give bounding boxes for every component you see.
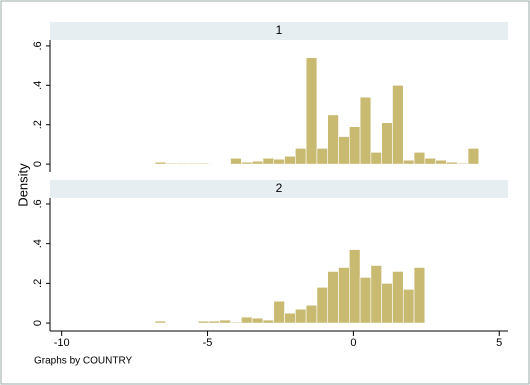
bar [349,126,361,165]
bar [467,148,480,165]
y-tick-label: .2 [32,279,44,288]
panel-header [50,180,508,198]
bar [230,157,242,165]
bar [273,158,285,165]
y-tick-label: .6 [32,199,44,208]
bar [316,148,329,165]
bar [327,114,339,165]
bar [241,161,253,165]
bar [338,267,350,324]
bar [413,151,426,165]
bar [208,320,221,324]
bar [424,157,436,165]
panel-title: 1 [276,23,283,37]
bar [359,96,372,165]
bar [413,267,426,324]
bar [251,160,264,165]
bar [284,155,296,165]
bar [262,319,275,324]
y-tick-label: .6 [32,41,44,50]
bar [305,57,318,165]
bar [316,287,329,324]
bar [262,157,275,165]
x-tick-label: -5 [203,337,213,349]
bar [251,317,264,324]
panel-title: 2 [276,181,283,195]
bar [381,122,393,165]
x-tick-label: 5 [496,337,502,349]
y-tick-label: .4 [32,81,44,90]
bar [176,162,188,165]
x-tick-label: -10 [54,337,70,349]
bar [197,320,210,324]
bar [381,283,393,324]
bar [208,163,221,165]
bar [456,162,469,165]
bar [187,162,199,165]
bar [295,148,307,165]
y-tick-label: .2 [32,120,44,129]
bar [435,159,447,165]
bar [241,316,253,324]
bar [219,319,231,324]
y-tick-label: 0 [32,320,44,326]
bar [197,162,210,165]
x-tick-label: 0 [350,337,356,349]
bar [165,162,177,165]
bar [154,320,167,324]
bar [305,304,318,324]
bar [402,159,415,165]
bar [446,161,458,165]
bar [273,300,285,324]
bar [338,136,350,165]
y-tick-label: 0 [32,161,44,167]
bar [327,271,339,324]
bar [230,321,242,324]
bar [359,277,372,324]
bar [392,271,404,324]
panel-header [50,22,508,40]
bar [154,161,167,165]
bar [392,85,404,165]
bar [370,265,382,324]
bar [349,249,361,324]
note: Graphs by COUNTRY [34,356,133,367]
y-axis-label: Density [15,163,30,207]
bar [370,151,382,165]
bar [295,308,307,324]
bar [402,289,415,324]
y-tick-label: .4 [32,239,44,248]
bar [284,312,296,324]
